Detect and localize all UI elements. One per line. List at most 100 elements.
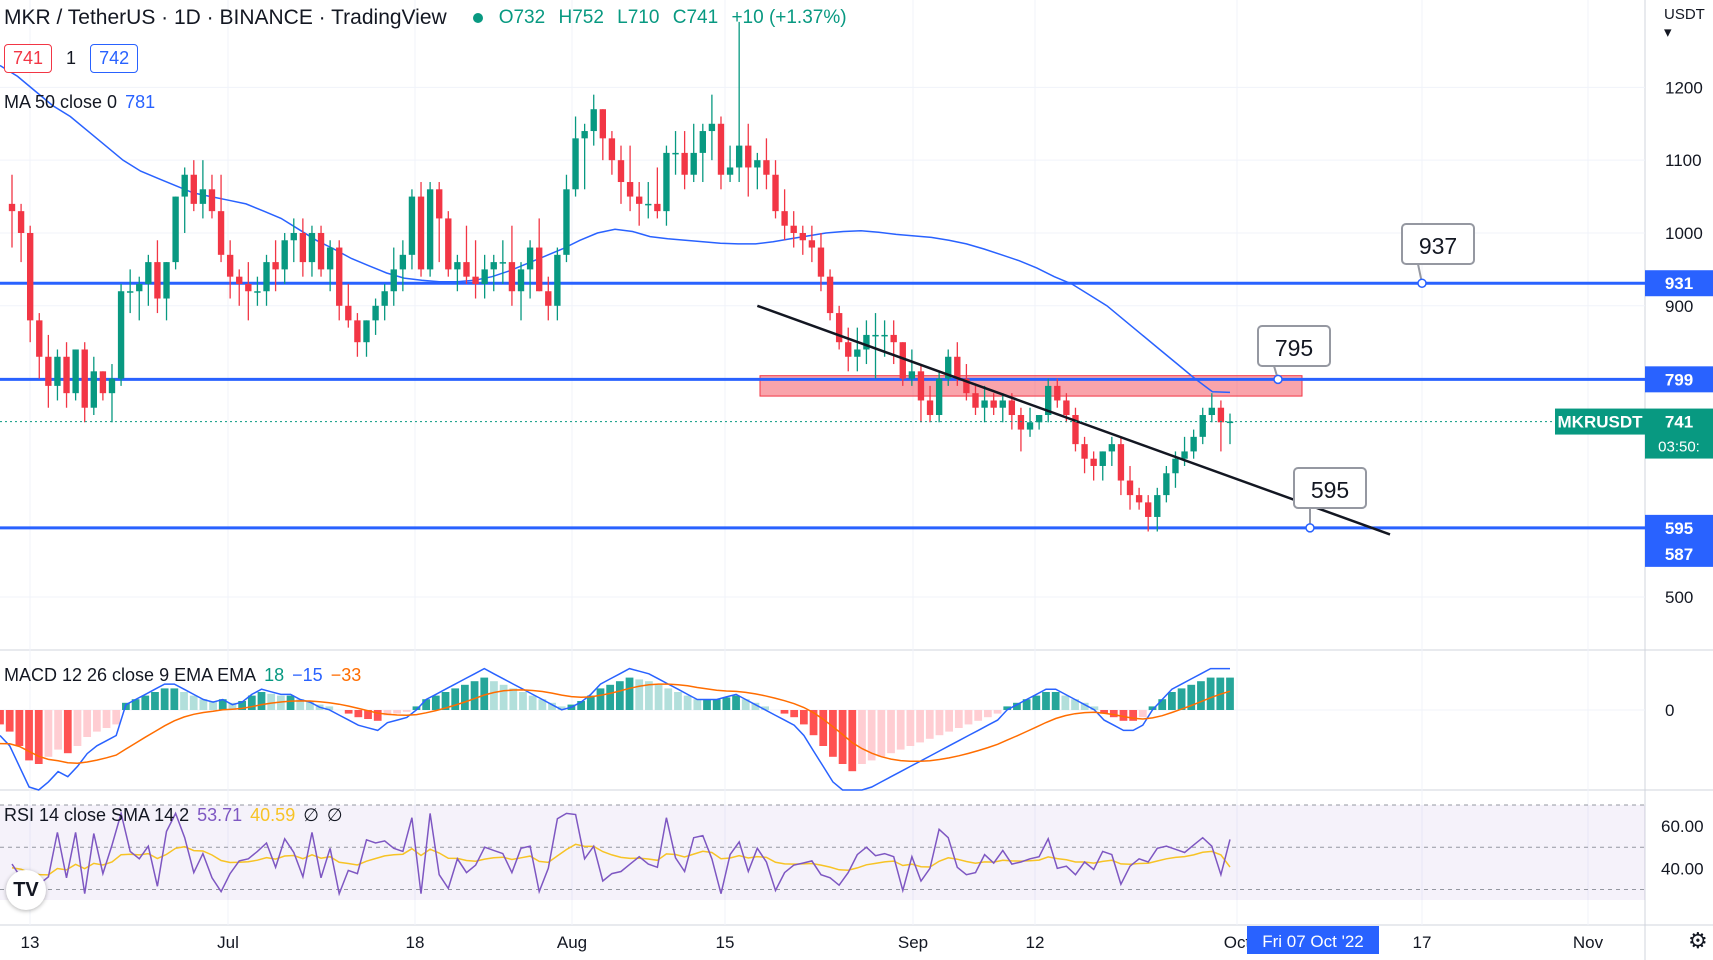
gear-icon[interactable]: ⚙: [1688, 928, 1708, 953]
open-value: O732: [498, 7, 546, 28]
candle-body: [1135, 495, 1143, 503]
macd-histogram-bar: [490, 681, 498, 710]
rsi-extra-1: ∅: [303, 805, 319, 825]
currency-selector[interactable]: USDT ▾: [1664, 6, 1705, 41]
rsi-name: RSI 14 close SMA 14 2: [4, 805, 190, 825]
macd-histogram-bar: [344, 710, 353, 714]
countdown-label: 03:50:: [1658, 439, 1700, 456]
time-tick-label: Nov: [1573, 933, 1604, 952]
macd-histogram-bar: [461, 684, 469, 710]
last-price-bg: [1645, 408, 1713, 459]
macd-histogram-bar: [306, 701, 314, 710]
macd-histogram-bar: [693, 699, 702, 710]
candle-body: [536, 247, 543, 292]
time-tick-label: 18: [406, 933, 425, 952]
macd-histogram-bar: [431, 695, 440, 710]
macd-histogram-bar: [625, 677, 634, 710]
candle-body: [217, 211, 225, 255]
tradingview-logo[interactable]: TV: [6, 870, 46, 910]
level-931-label-bg: [1645, 270, 1713, 297]
candle-body: [372, 305, 379, 321]
candle-body: [199, 189, 207, 204]
macd-histogram-bar: [858, 710, 866, 764]
macd-histogram-bar: [73, 710, 82, 746]
macd-hist-value: 18: [264, 665, 285, 685]
candle-body: [226, 254, 234, 277]
candle-body: [1017, 415, 1025, 430]
macd-histogram-bar: [247, 695, 256, 710]
low-value: L710: [617, 7, 660, 28]
candle-body: [1026, 422, 1034, 430]
candle-body: [926, 400, 934, 416]
macd-histogram-bar: [383, 710, 392, 716]
level-931-label: 931: [1665, 274, 1693, 293]
candle-body: [436, 189, 443, 219]
macd-legend[interactable]: MACD 12 26 close 9 EMA EMA 18 −15 −33: [4, 665, 361, 686]
rsi-legend[interactable]: RSI 14 close SMA 14 2 53.71 40.59 ∅ ∅: [4, 805, 343, 826]
rsi-tick-label: 60.00: [1661, 817, 1704, 836]
macd-histogram-bar: [92, 710, 101, 732]
candle-body: [908, 371, 916, 379]
symbol-title[interactable]: MKR / TetherUS · 1D · BINANCE · TradingV…: [4, 6, 447, 29]
macd-histogram-bar: [509, 688, 518, 710]
level-799-label: 799: [1665, 370, 1693, 389]
time-tick-label: Jul: [217, 933, 239, 952]
ask-button[interactable]: 742: [90, 44, 139, 73]
candle-body: [790, 225, 797, 233]
candle-body: [854, 349, 861, 357]
candle-body: [445, 218, 452, 270]
macd-histogram-bar: [974, 710, 983, 721]
symbol-tag-bg: [1555, 408, 1645, 435]
ma-legend[interactable]: MA 50 close 0 781: [4, 92, 155, 113]
candle-body: [826, 276, 834, 314]
macd-histogram-bar: [528, 695, 537, 710]
candle-body: [1208, 407, 1216, 416]
candle-body: [726, 167, 734, 175]
macd-histogram-bar: [1226, 677, 1234, 710]
macd-histogram-bar: [393, 710, 401, 714]
macd-histogram-bar: [577, 701, 585, 710]
macd-histogram-bar: [131, 699, 140, 710]
rsi-extra-2: ∅: [326, 805, 343, 825]
macd-tick-label: 0: [1665, 701, 1674, 720]
macd-histogram-bar: [780, 710, 789, 714]
macd-histogram-bar: [586, 695, 595, 710]
macd-histogram-bar: [151, 692, 159, 710]
macd-histogram-bar: [829, 710, 837, 757]
candle-body: [1126, 480, 1134, 496]
callout-label: 595: [1311, 477, 1349, 503]
time-tick-label: 15: [716, 933, 735, 952]
price-tick-label: 900: [1665, 297, 1693, 316]
candle-body: [981, 400, 988, 408]
macd-histogram-bar: [732, 695, 740, 710]
candle-body: [572, 138, 579, 190]
macd-histogram-bar: [906, 710, 915, 746]
macd-histogram-bar: [1051, 692, 1060, 710]
candle-body: [617, 160, 625, 183]
candle-body: [899, 342, 906, 379]
macd-histogram-bar: [1129, 710, 1138, 721]
candle-body: [1090, 458, 1097, 466]
candle-body: [181, 174, 188, 197]
candle-body: [145, 262, 152, 284]
candle-body: [808, 240, 816, 248]
candle-body: [1081, 444, 1088, 459]
candle-body: [681, 152, 688, 175]
bid-button[interactable]: 741: [4, 44, 53, 73]
price-tick-label: 1100: [1665, 151, 1702, 170]
macd-histogram-bar: [257, 692, 266, 710]
macd-histogram-bar: [1061, 695, 1070, 710]
macd-histogram-bar: [296, 699, 305, 710]
macd-histogram-bar: [63, 710, 72, 754]
candle-body: [408, 196, 416, 255]
macd-histogram-bar: [25, 710, 33, 761]
macd-histogram-bar: [519, 692, 527, 710]
macd-histogram-bar: [654, 684, 663, 710]
macd-histogram-bar: [325, 706, 334, 710]
candle-body: [417, 196, 425, 270]
macd-histogram-bar: [112, 710, 121, 725]
rsi-band: [0, 805, 1645, 900]
candle-body: [872, 334, 879, 337]
macd-histogram-bar: [1013, 702, 1021, 710]
